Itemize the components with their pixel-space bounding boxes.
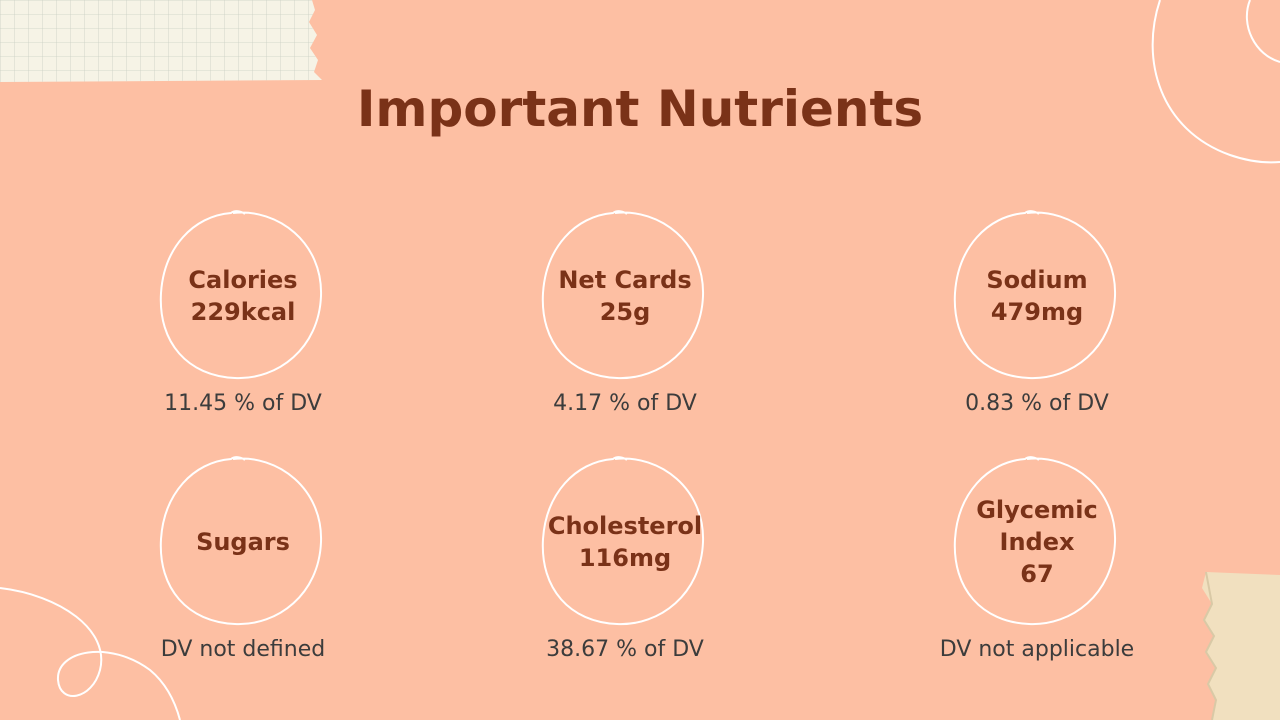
nutrient-card-net-cards: Net Cards 25g 4.17 % of DV	[505, 208, 745, 416]
page-title: Important Nutrients	[356, 80, 924, 138]
nutrient-value: 67	[1020, 559, 1054, 588]
nutrient-name: Net Cards	[558, 265, 692, 294]
nutrient-card-calories: Calories 229kcal 11.45 % of DV	[123, 208, 363, 416]
nutrient-card-glycemic-index: Glycemic Index 67 DV not applicable	[917, 454, 1157, 662]
hand-drawn-circle: Glycemic Index 67	[947, 454, 1127, 629]
hand-drawn-circle: Calories 229kcal	[153, 208, 333, 383]
nutrient-value: 116mg	[578, 543, 672, 572]
nutrient-card-sodium: Sodium 479mg 0.83 % of DV	[917, 208, 1157, 416]
hand-drawn-circle: Net Cards 25g	[535, 208, 715, 383]
nutrient-card-cholesterol: Cholesterol 116mg 38.67 % of DV	[505, 454, 745, 662]
hand-drawn-circle: Cholesterol 116mg	[535, 454, 715, 629]
nutrient-name: Sodium	[986, 265, 1088, 294]
nutrient-card-sugars: Sugars DV not defined	[123, 454, 363, 662]
nutrient-name: Glycemic Index	[976, 495, 1098, 556]
daily-value-text: 0.83 % of DV	[965, 391, 1109, 416]
daily-value-text: 11.45 % of DV	[164, 391, 322, 416]
tape-decoration	[1202, 571, 1280, 720]
nutrient-value: 479mg	[990, 297, 1084, 326]
daily-value-text: DV not defined	[160, 637, 326, 662]
daily-value-text: 38.67 % of DV	[546, 637, 704, 662]
nutrient-value: 229kcal	[190, 297, 296, 326]
hand-drawn-circle: Sodium 479mg	[947, 208, 1127, 383]
daily-value-text: 4.17 % of DV	[553, 391, 697, 416]
grid-paper-decoration	[0, 0, 322, 82]
nutrient-name: Calories	[188, 265, 298, 294]
daily-value-text: DV not applicable	[939, 637, 1135, 662]
hand-drawn-circle: Sugars	[153, 454, 333, 629]
nutrient-value: 25g	[599, 297, 651, 326]
nutrient-name: Sugars	[196, 527, 290, 556]
nutrient-name: Cholesterol	[547, 511, 703, 540]
